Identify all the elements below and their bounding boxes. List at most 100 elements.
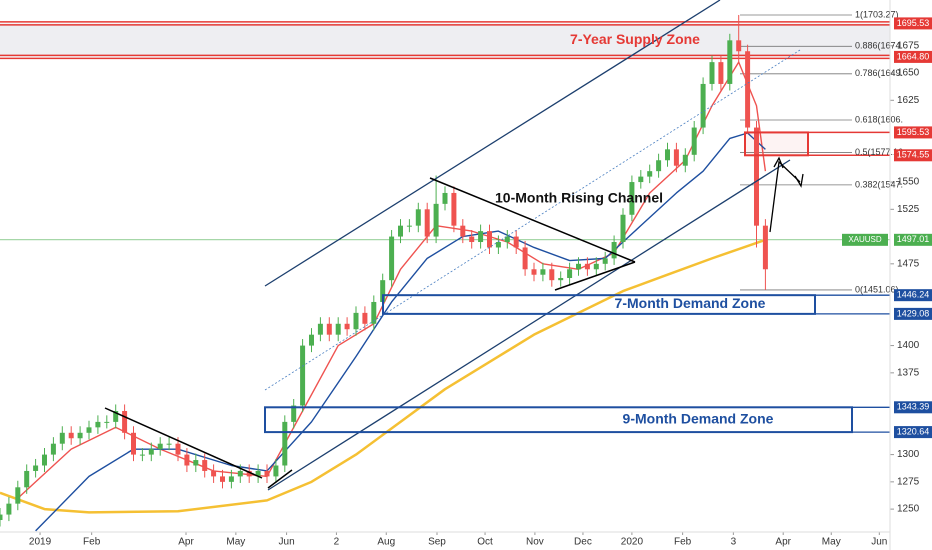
candles [0, 14, 768, 532]
candle-body [576, 263, 581, 270]
x-tick-label: Jun [279, 537, 295, 548]
candle-body [166, 443, 172, 445]
y-tick-label: 1525 [897, 204, 920, 215]
candle-body [335, 323, 341, 335]
candle-body [442, 192, 448, 204]
price-label: 1497.01 [897, 234, 930, 244]
price-label-box [894, 149, 932, 162]
candle-body [33, 465, 39, 471]
trend-drawings [104, 0, 804, 491]
candle-body [691, 127, 697, 155]
candle-body [95, 421, 101, 428]
x-tick-label: May [226, 537, 245, 548]
candle-body [558, 277, 564, 281]
candle-body [193, 460, 199, 466]
price-label: 1595.53 [897, 127, 930, 137]
candle-body [682, 154, 688, 166]
candle-body [264, 470, 270, 477]
candle-body [380, 280, 386, 302]
y-tick-label: 1375 [897, 367, 920, 378]
fib-label: 0.5(1577.16 [855, 147, 903, 157]
candle-body [353, 312, 359, 330]
candle-body [700, 83, 706, 128]
price-label-box [894, 307, 932, 320]
y-tick-label: 1550 [897, 177, 920, 188]
candle-body [531, 269, 537, 275]
price-label-box [894, 50, 932, 63]
candle-body [220, 476, 225, 482]
candle-body [131, 432, 136, 455]
candle-body [620, 214, 626, 243]
wedge-upper [104, 407, 263, 479]
x-tick-label: 2 [334, 537, 340, 548]
x-tick-label: Nov [526, 537, 544, 548]
candle-body [611, 242, 617, 259]
candle-body [398, 225, 403, 237]
fib-label: 0.786(1649. [855, 68, 903, 78]
candle-body [157, 443, 163, 450]
candle-body [291, 405, 297, 422]
candle-body [77, 432, 83, 439]
candle-body [326, 323, 332, 335]
x-tick-label: 3 [731, 537, 737, 548]
candle-body [504, 236, 510, 243]
price-label-box [894, 17, 932, 30]
candle-body [540, 269, 546, 275]
candle-body [513, 236, 519, 248]
price-label-box [894, 426, 932, 439]
channel-lower [267, 159, 791, 491]
candle-body [736, 40, 742, 52]
candle-body [718, 62, 724, 84]
candle-body [406, 225, 412, 227]
candle-body [15, 487, 21, 504]
candle-body [273, 465, 279, 477]
zone-label: 7-Year Supply Zone [570, 31, 700, 47]
price-label-box [894, 126, 932, 139]
candle-body [549, 269, 555, 281]
annotation: 10-Month Rising Channel [495, 190, 663, 206]
candle-body [139, 454, 145, 456]
y-tick-label: 1650 [897, 68, 920, 79]
candle-body [246, 470, 252, 477]
price-label-box [894, 233, 932, 246]
wedge-lower [267, 469, 293, 489]
y-tick-label: 1250 [897, 504, 920, 515]
candle-body [460, 225, 466, 237]
symbol-label: XAUUSD [848, 235, 882, 244]
fib-label: 0.382(1547. [855, 179, 903, 189]
candle-body [647, 171, 653, 177]
candle-body [0, 514, 3, 521]
price-label: 1574.55 [897, 150, 930, 160]
price-label: 1664.80 [897, 51, 930, 61]
supply-zone [0, 23, 890, 57]
x-tick-label: Feb [83, 537, 101, 548]
fib-label: 0.886(1674. [855, 41, 903, 51]
price-label: 1320.64 [897, 426, 930, 436]
candle-body [59, 432, 65, 444]
candle-body [122, 410, 128, 433]
labels: 1250 1275 1300 1375 1400 1475 1525 1550 1625 1650… [29, 9, 932, 548]
y-tick-label: 1625 [897, 95, 920, 106]
x-tick-label: Sep [428, 537, 446, 548]
candle-body [415, 209, 421, 226]
demand-zone [264, 406, 853, 434]
candle-body [665, 149, 670, 161]
candle-body [184, 454, 190, 466]
candle-body [237, 470, 243, 477]
price-label: 1343.39 [897, 402, 930, 412]
fib-label: 1(1703.27) [855, 9, 899, 19]
candle-body [478, 231, 484, 243]
candle-body [317, 323, 323, 335]
x-tick-label: Apr [775, 537, 791, 548]
x-tick-label: May [822, 537, 841, 548]
candle-body [629, 182, 635, 215]
candle-body [487, 231, 492, 248]
candle-body [762, 225, 768, 270]
candle-body [228, 476, 234, 482]
candle-body [86, 427, 92, 433]
candle-body [202, 460, 208, 471]
candle-body [433, 203, 439, 237]
candle-body [300, 345, 306, 406]
